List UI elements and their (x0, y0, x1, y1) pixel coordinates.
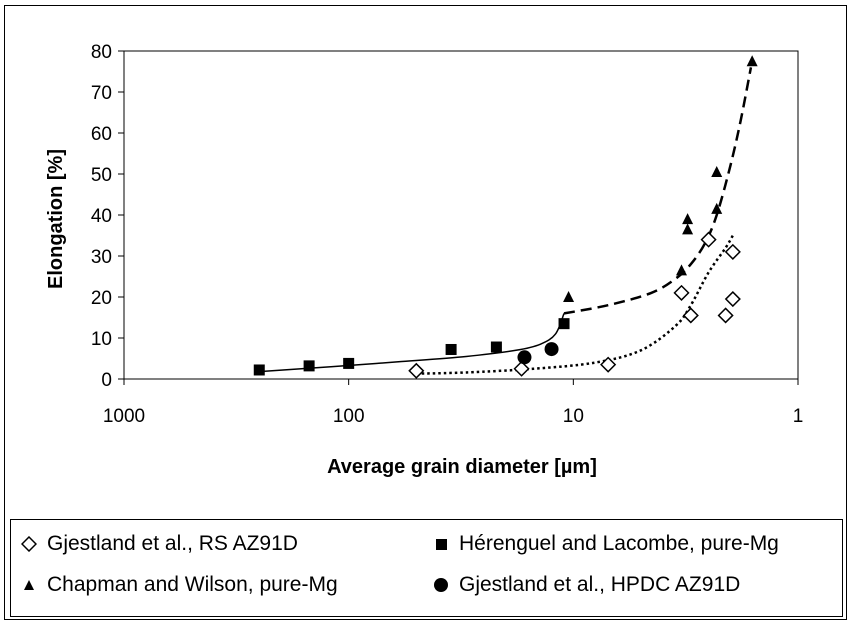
x-tick-label: 1000 (103, 406, 145, 427)
legend-item-gjestland-rs: Gjestland et al., RS AZ91D (21, 532, 298, 556)
square-point (343, 357, 355, 369)
y-tick-label: 40 (91, 206, 112, 227)
x-tick-label: 10 (563, 406, 584, 427)
diamond-point (724, 290, 741, 308)
legend-label: Hérenguel and Lacombe, pure-Mg (459, 532, 779, 555)
circle-point (544, 342, 559, 357)
legend-item-chapman: Chapman and Wilson, pure-Mg (21, 573, 338, 597)
square-icon (436, 539, 447, 550)
triangle-point (676, 264, 688, 276)
y-axis-ticks: 0 10 20 30 40 50 60 70 80 (91, 42, 124, 391)
legend-label: Gjestland et al., RS AZ91D (47, 532, 298, 555)
diamond-point (513, 360, 530, 377)
y-tick-label: 70 (91, 83, 112, 104)
triangle-point (563, 291, 575, 302)
circle-icon (434, 578, 448, 592)
plot-area (123, 50, 799, 380)
y-tick-label: 60 (91, 124, 112, 145)
diamond-point (673, 284, 690, 301)
legend-item-gjestland-hpdc: Gjestland et al., HPDC AZ91D (433, 573, 740, 597)
triangle-icon (24, 580, 34, 590)
y-axis-title: Elongation [%] (45, 149, 67, 289)
trendline-solid (259, 313, 565, 373)
diamond-open-icon (21, 536, 37, 552)
diamond-point (682, 307, 699, 324)
legend-item-herenguel: Hérenguel and Lacombe, pure-Mg (433, 532, 779, 556)
diamond-point (600, 356, 617, 373)
legend: Gjestland et al., RS AZ91D Hérenguel and… (10, 519, 843, 617)
square-point (303, 360, 315, 372)
y-tick-label: 30 (91, 247, 112, 268)
trendline-dashed (563, 67, 753, 315)
x-tick-label: 100 (333, 406, 365, 427)
y-tick-label: 20 (91, 288, 112, 309)
diamond-point (717, 307, 734, 324)
y-tick-label: 10 (91, 329, 112, 350)
x-axis-ticks: 1000 100 10 1 (103, 379, 803, 427)
square-point (253, 364, 265, 376)
legend-label: Gjestland et al., HPDC AZ91D (459, 573, 741, 596)
triangle-point (711, 165, 723, 177)
x-tick-label: 1 (793, 406, 804, 427)
y-tick-label: 80 (91, 42, 112, 63)
y-tick-label: 50 (91, 165, 112, 186)
triangle-point (711, 202, 723, 214)
trendlines (259, 67, 753, 375)
square-point (490, 341, 502, 353)
diamond-point (408, 362, 425, 379)
data-markers (253, 55, 758, 379)
triangle-point (682, 223, 694, 235)
square-point (445, 343, 457, 355)
diamond-point (700, 231, 717, 248)
legend-label: Chapman and Wilson, pure-Mg (47, 573, 338, 596)
chart-frame (4, 5, 847, 620)
circle-point (517, 350, 532, 365)
x-axis-title: Average grain diameter [µm] (327, 456, 597, 478)
diamond-point (724, 243, 741, 260)
trendline-dotted (416, 234, 734, 375)
y-tick-label: 0 (101, 370, 112, 391)
triangle-point (746, 55, 758, 67)
square-point (558, 318, 570, 330)
triangle-point (682, 213, 694, 225)
